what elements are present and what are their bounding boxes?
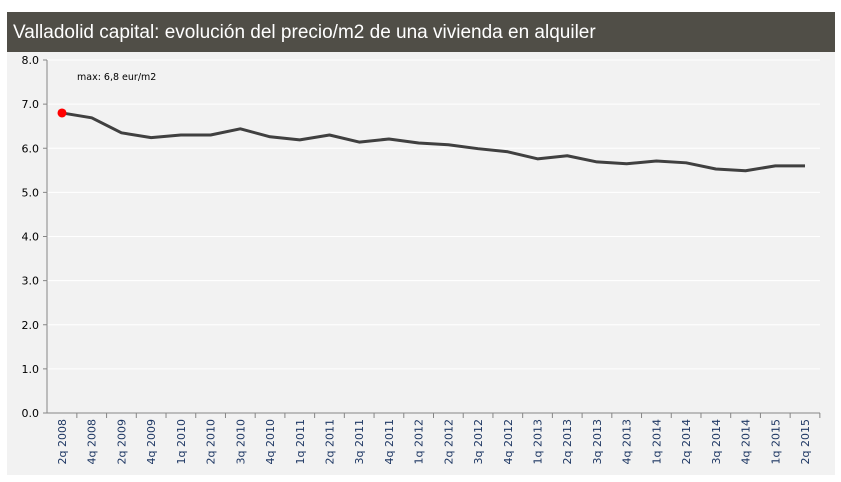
title-bar: Valladolid capital: evolución del precio…	[7, 12, 835, 52]
series-line	[61, 111, 805, 173]
x-tick-label: 1q 2015	[769, 419, 782, 464]
max-marker	[57, 108, 67, 118]
y-tick-label: 7.0	[22, 98, 40, 111]
y-tick-label: 4.0	[22, 231, 40, 244]
x-tick-label: 4q 2008	[86, 419, 99, 464]
y-tick-label: 6.0	[22, 142, 40, 155]
x-tick-label: 4q 2009	[145, 419, 158, 464]
y-tick-label: 3.0	[22, 275, 40, 288]
y-tick-label: 5.0	[22, 186, 40, 199]
x-tick-label: 3q 2012	[472, 419, 485, 464]
x-tick-label: 2q 2013	[561, 419, 574, 464]
x-tick-label: 2q 2015	[799, 419, 812, 464]
x-tick-label: 2q 2010	[205, 419, 218, 464]
x-tick-label: 4q 2011	[383, 419, 396, 464]
x-tick-label: 4q 2014	[740, 419, 753, 464]
x-tick-label: 1q 2014	[650, 419, 663, 464]
x-tick-label: 3q 2013	[591, 419, 604, 464]
x-tick-label: 1q 2011	[294, 419, 307, 464]
x-tick-label: 3q 2010	[234, 419, 247, 464]
chart-title: Valladolid capital: evolución del precio…	[13, 22, 596, 43]
y-tick-label: 2.0	[22, 319, 40, 332]
y-tick-label: 1.0	[22, 363, 40, 376]
x-tick-label: 1q 2010	[175, 419, 188, 464]
x-tick-label: 4q 2012	[502, 419, 515, 464]
max-annotation: max: 6,8 eur/m2	[77, 72, 156, 83]
x-tick-label: 4q 2013	[621, 419, 634, 464]
x-tick-label: 2q 2014	[680, 419, 693, 464]
y-tick-label: 0.0	[22, 407, 40, 420]
x-tick-label: 2q 2009	[115, 419, 128, 464]
plot-panel	[7, 52, 835, 475]
x-tick-label: 2q 2012	[442, 419, 455, 464]
x-tick-label: 1q 2013	[532, 419, 545, 464]
x-tick-label: 3q 2011	[353, 419, 366, 464]
x-tick-label: 4q 2010	[264, 419, 277, 464]
x-tick-label: 2q 2008	[56, 419, 69, 464]
x-tick-label: 2q 2011	[323, 419, 336, 464]
y-tick-label: 8.0	[22, 54, 40, 67]
x-tick-label: 1q 2012	[413, 419, 426, 464]
x-tick-label: 3q 2014	[710, 419, 723, 464]
